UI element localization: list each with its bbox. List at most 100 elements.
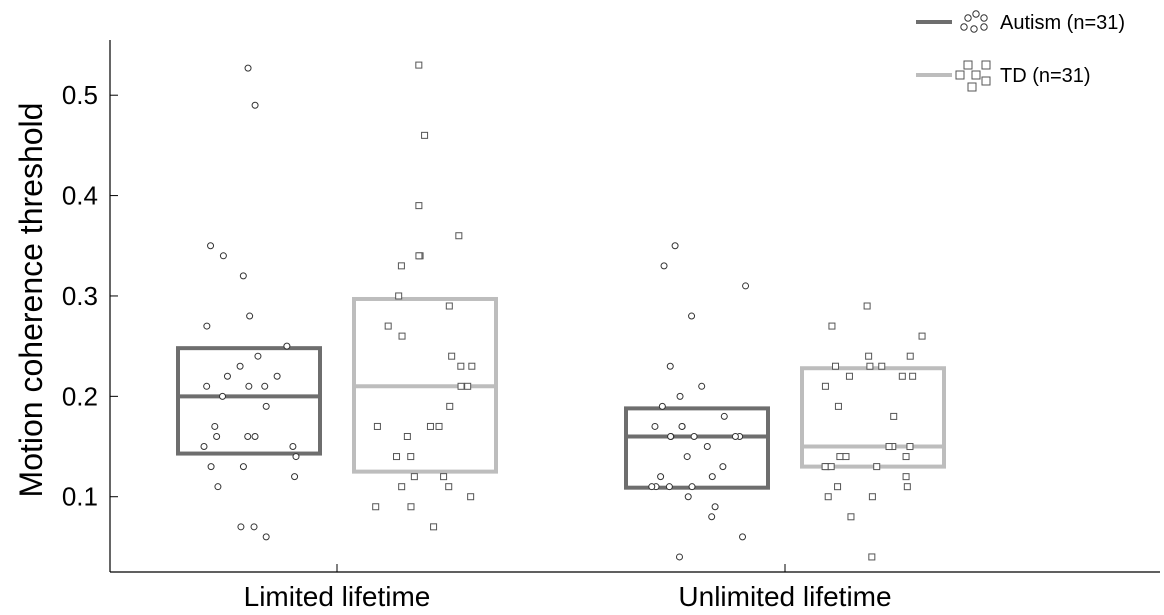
- data-point-circle: [657, 473, 665, 481]
- legend-marker-square: [967, 82, 977, 92]
- data-point-square: [455, 232, 463, 240]
- data-point-circle: [688, 483, 696, 491]
- data-point-circle: [678, 422, 686, 430]
- data-point-circle: [273, 372, 281, 380]
- y-axis-label: Motion coherence threshold: [13, 103, 49, 498]
- data-point-circle: [708, 473, 716, 481]
- data-point-square: [410, 473, 418, 481]
- data-point-circle: [292, 453, 300, 461]
- data-point-square: [868, 493, 876, 501]
- data-point-circle: [690, 432, 698, 440]
- data-point-circle: [720, 412, 728, 420]
- data-point-square: [821, 463, 829, 471]
- legend: Autism (n=31) TD (n=31): [916, 10, 1125, 92]
- data-point-square: [407, 453, 415, 461]
- data-point-square: [868, 553, 876, 561]
- legend-marker-circle: [980, 23, 988, 31]
- data-point-square: [834, 402, 842, 410]
- data-point-square: [421, 131, 429, 139]
- x-category-labels: Limited lifetime Unlimited lifetime: [244, 564, 892, 612]
- data-point-square: [836, 453, 844, 461]
- data-point-square: [445, 302, 453, 310]
- data-point-circle: [250, 523, 258, 531]
- data-point-circle: [239, 463, 247, 471]
- y-ticks: 0.1 0.2 0.3 0.4 0.5: [62, 80, 118, 512]
- axes: [109, 40, 1160, 573]
- y-tick-label: 0.2: [62, 381, 98, 411]
- data-point-square: [828, 322, 836, 330]
- y-tick-label: 0.3: [62, 281, 98, 311]
- data-point-square: [397, 262, 405, 270]
- data-point-square: [847, 513, 855, 521]
- data-point-circle: [651, 422, 659, 430]
- data-point-circle: [676, 392, 684, 400]
- data-point-circle: [703, 443, 711, 451]
- data-point-square: [393, 453, 401, 461]
- data-point-square: [445, 483, 453, 491]
- data-point-circle: [261, 382, 269, 390]
- data-point-square: [873, 463, 881, 471]
- data-point-square: [467, 493, 475, 501]
- data-point-circle: [223, 372, 231, 380]
- data-point-square: [832, 362, 840, 370]
- data-point-square: [398, 483, 406, 491]
- data-point-square: [845, 372, 853, 380]
- legend-marker-square: [971, 70, 981, 80]
- legend-marker-square: [955, 70, 965, 80]
- data-point-square: [446, 402, 454, 410]
- data-point-square: [918, 332, 926, 340]
- data-point-square: [863, 302, 871, 310]
- data-point-circle: [213, 432, 221, 440]
- legend-marker-circle: [972, 10, 980, 18]
- data-point-square: [415, 252, 423, 260]
- data-point-square: [468, 362, 476, 370]
- data-point-square: [827, 463, 835, 471]
- data-point-square: [865, 352, 873, 360]
- y-tick-label: 0.1: [62, 482, 98, 512]
- legend-marker-square: [981, 60, 991, 70]
- data-point-circle: [251, 101, 259, 109]
- data-point-square: [866, 362, 874, 370]
- data-point-circle: [207, 242, 215, 250]
- data-point-square: [464, 382, 472, 390]
- x-category-label: Limited lifetime: [244, 581, 431, 612]
- data-point-circle: [742, 282, 750, 290]
- legend-marker-circle: [970, 25, 978, 33]
- data-point-square: [457, 382, 465, 390]
- data-point-square: [909, 372, 917, 380]
- data-point-circle: [200, 443, 208, 451]
- data-point-square: [821, 382, 829, 390]
- data-point-circle: [688, 312, 696, 320]
- data-point-circle: [658, 402, 666, 410]
- data-point-circle: [219, 252, 227, 260]
- data-points: [200, 61, 926, 561]
- data-point-circle: [665, 483, 673, 491]
- data-point-square: [878, 362, 886, 370]
- data-point-circle: [239, 272, 247, 280]
- data-point-square: [824, 493, 832, 501]
- data-point-circle: [698, 382, 706, 390]
- data-point-square: [435, 422, 443, 430]
- data-point-square: [890, 412, 898, 420]
- data-point-square: [902, 473, 910, 481]
- data-point-square: [885, 443, 893, 451]
- x-category-label: Unlimited lifetime: [678, 581, 891, 612]
- legend-marker-square: [981, 76, 991, 86]
- data-point-square: [448, 352, 456, 360]
- data-point-square: [384, 322, 392, 330]
- data-point-square: [373, 422, 381, 430]
- iqr-box: [176, 346, 322, 456]
- data-point-circle: [244, 64, 252, 72]
- data-point-square: [426, 422, 434, 430]
- data-point-circle: [671, 242, 679, 250]
- data-point-square: [415, 202, 423, 210]
- iqr-box: [624, 406, 770, 490]
- data-point-circle: [246, 312, 254, 320]
- data-point-circle: [666, 362, 674, 370]
- legend-marker-circle: [964, 14, 972, 22]
- data-point-circle: [708, 513, 716, 521]
- legend-marker-circle: [980, 14, 988, 22]
- data-point-square: [906, 443, 914, 451]
- data-point-circle: [291, 473, 299, 481]
